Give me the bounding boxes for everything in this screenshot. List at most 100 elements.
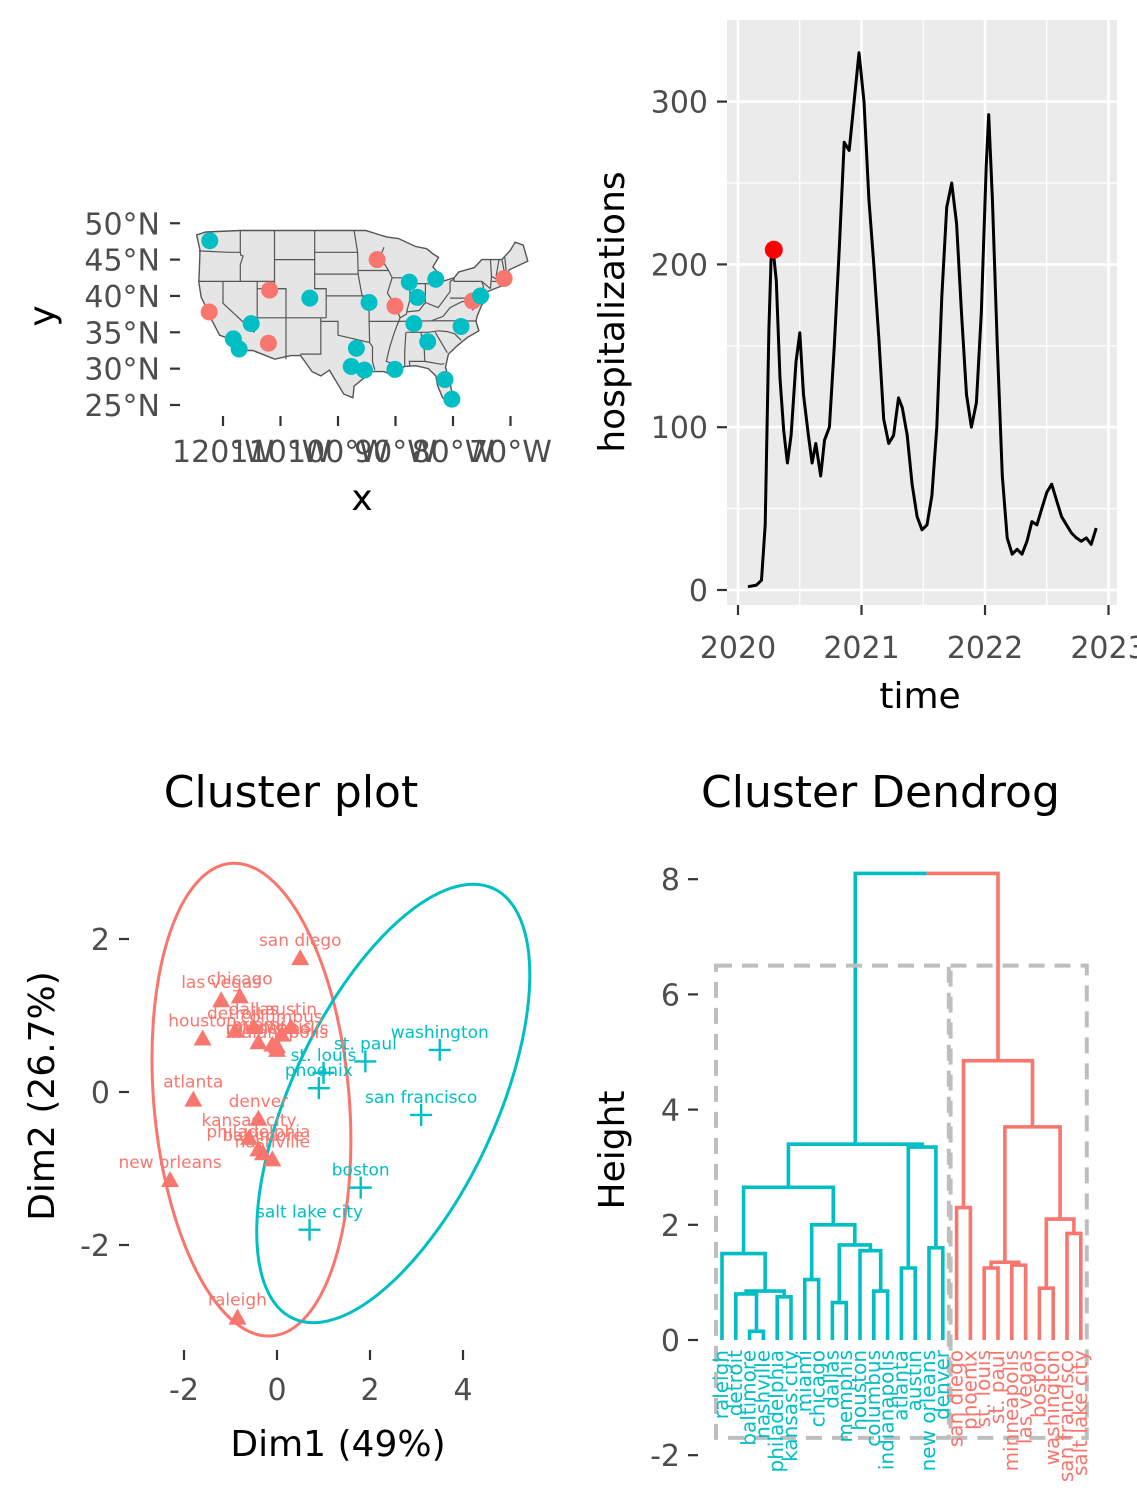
point-triangle [263, 1150, 282, 1167]
state-border [425, 281, 451, 309]
dendrogram-branch [741, 1185, 836, 1254]
dendrogram-y-axis: -2 0 2 4 6 8 [650, 863, 698, 1474]
map-point [436, 371, 454, 389]
cluster-x-tick-label: -2 [169, 1373, 199, 1408]
point-triangle [240, 1128, 259, 1145]
map-point [342, 357, 360, 375]
ts-y-tick-label: 100 [651, 411, 708, 446]
dendrogram-leaf-label: atlanta [888, 1350, 912, 1421]
map-x-tick-label: 80°W [412, 435, 495, 470]
dendrogram-branch [1037, 1286, 1055, 1340]
point-label: columbus [241, 1008, 323, 1028]
point-triangle [249, 1033, 268, 1050]
map-x-tick-label: 70°W [469, 435, 552, 470]
dendrogram-branch [899, 1266, 917, 1340]
ts-y-tick-label: 0 [689, 574, 708, 609]
point-triangle [226, 1021, 245, 1038]
map-y-tick-label: 50°N [84, 207, 160, 242]
point-label: indianapolis [226, 1023, 328, 1043]
dendrogram-root-right [926, 871, 1000, 1061]
dendrogram-leaf-label: las vegas [1013, 1350, 1037, 1444]
map-point [386, 297, 404, 315]
state-border [406, 283, 426, 313]
point-label: philadelphia [206, 1122, 310, 1142]
dendrogram-leaf-label: denver [930, 1349, 954, 1420]
dendrogram-leaf-label: columbus [861, 1350, 885, 1447]
point-label: san diego [259, 931, 342, 951]
state-border [424, 360, 445, 365]
ts-x-tick-label: 2022 [947, 631, 1023, 666]
map-point [400, 273, 418, 291]
point-triangle [228, 1308, 247, 1325]
point-triangle [268, 1040, 286, 1057]
dendrogram-y-tick-label: 6 [661, 978, 680, 1013]
cluster-y-tick-label: -2 [80, 1229, 110, 1264]
state-border [495, 259, 500, 277]
dendrogram-leaf-label: phoenix [957, 1350, 981, 1430]
point-label: salt lake city [256, 1203, 363, 1223]
cluster-box-left [714, 963, 951, 1440]
point-triangle [230, 987, 249, 1004]
dendrogram-branch [747, 1329, 766, 1340]
map-point [201, 232, 219, 250]
state-border [449, 278, 491, 290]
point-triangle [244, 1017, 263, 1034]
timeseries-y-axis: 0 100 200 300 [651, 86, 727, 609]
dendrogram-leaf-label: new orleans [916, 1350, 940, 1471]
map-point [495, 270, 513, 288]
point-label: austin [265, 1000, 317, 1020]
map-panel: 25°N30°N35°N40°N45°N50°N 120°W110°W100°W… [22, 207, 552, 519]
point-label: atlanta [163, 1073, 223, 1093]
dendrogram-y-tick-label: -2 [650, 1439, 680, 1474]
point-label: st. louis [291, 1046, 357, 1066]
point-label: washington [391, 1023, 489, 1043]
cluster-ellipses [150, 861, 532, 1338]
map-y-tick-label: 35°N [84, 316, 160, 351]
dendrogram-panel: Cluster Dendrog -2 0 2 4 6 8 raleighdetroitba… [592, 767, 1092, 1482]
dendrogram-branch [982, 1266, 1000, 1340]
dendrogram-y-tick-label: 8 [661, 863, 680, 898]
dendrogram-leaf-label: st. louis [971, 1350, 995, 1427]
dendrogram-branch [1044, 1217, 1076, 1289]
state-border [198, 250, 241, 253]
map-x-tick-label: 120°W [172, 435, 274, 470]
dendrogram-leaf-label: nashville [750, 1350, 774, 1439]
point-triangle [212, 991, 231, 1008]
state-border [369, 320, 477, 322]
dendrogram-y-tick-label: 4 [661, 1094, 680, 1129]
dendrogram-branch [1003, 1125, 1062, 1263]
timeseries-panel: 0 100 200 300 2020 2021 2022 2023 time hospita… [592, 20, 1137, 717]
dendrogram-leaf-label: baltimore [737, 1350, 761, 1446]
point-label: miami [232, 1015, 285, 1035]
cluster-y-label: Dim2 (26.7%) [22, 971, 63, 1221]
point-cross [428, 1038, 451, 1061]
dendrogram-branch [1010, 1263, 1028, 1340]
dendrogram-leaf-label: san diego [944, 1350, 968, 1447]
map-x-tick-label: 110°W [230, 435, 332, 470]
cluster-x-tick-label: 2 [360, 1373, 379, 1408]
point-label: las vegas [181, 973, 261, 993]
map-point [472, 287, 490, 305]
state-border [404, 332, 407, 366]
point-label: san francisco [365, 1088, 477, 1108]
state-border [239, 230, 244, 282]
point-triangle [281, 1017, 300, 1034]
map-point [408, 288, 426, 306]
cluster-x-axis: -2 0 2 4 [169, 1350, 473, 1408]
ts-y-tick-label: 200 [651, 248, 708, 283]
dendrogram-y-tick-label: 0 [661, 1324, 680, 1359]
map-y-tick-label: 30°N [84, 353, 160, 388]
map-point [443, 390, 461, 408]
map-point [259, 334, 277, 352]
dendrogram-leaf-labels: raleighdetroitbaltimorenashvillephiladel… [709, 1349, 1092, 1482]
dendrogram-leaf-label: minneapolis [999, 1350, 1023, 1471]
map-point [200, 303, 218, 321]
dendrogram-y-tick-label: 2 [661, 1209, 680, 1244]
highlight-point [764, 240, 783, 259]
cluster-x-label: Dim1 (49%) [230, 1424, 445, 1465]
dendrogram-leaf-label: miami [792, 1350, 816, 1412]
map-point [347, 339, 365, 357]
